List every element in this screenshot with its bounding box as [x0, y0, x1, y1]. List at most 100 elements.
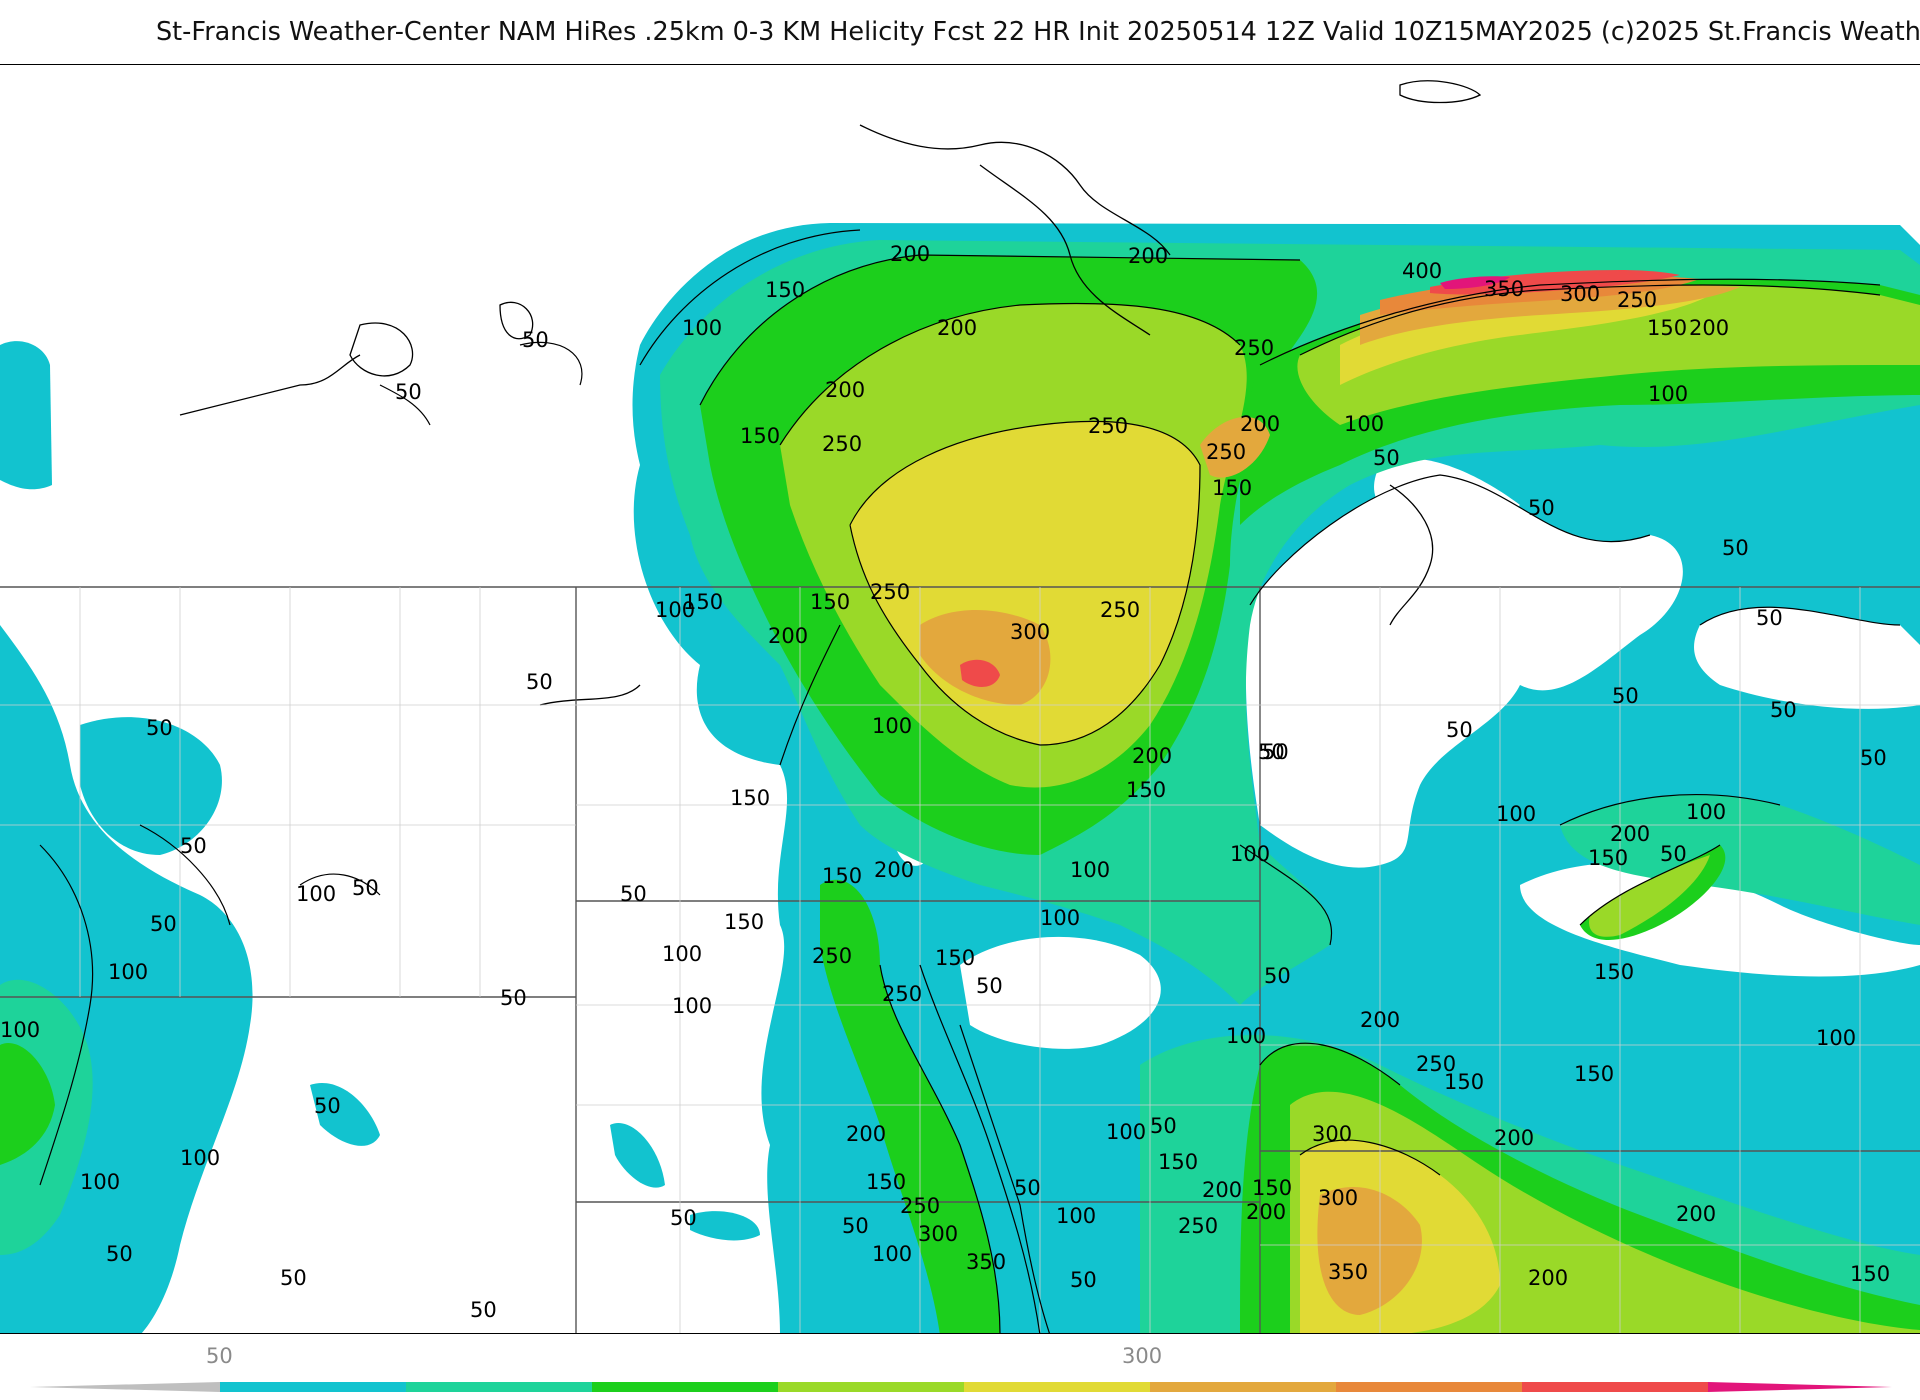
contour-label: 50 [1150, 1114, 1177, 1138]
political-borders [0, 586, 1920, 1333]
contour-label: 100 [1648, 382, 1688, 406]
contour-label: 100 [1226, 1024, 1266, 1048]
contour-label: 200 [890, 242, 930, 266]
contour-label: 100 [662, 942, 702, 966]
contour-label: 200 [1528, 1266, 1568, 1290]
contour-label: 50 [1264, 964, 1291, 988]
contour-label: 100 [1070, 858, 1110, 882]
contour-label: 200 [1676, 1202, 1716, 1226]
contour-label: 200 [1610, 822, 1650, 846]
contour-label: 200 [874, 858, 914, 882]
contour-label: 100 [1040, 906, 1080, 930]
color-legend: 50 300 [0, 1334, 1920, 1400]
contour-label: 250 [870, 580, 910, 604]
coastlines [179, 80, 1482, 706]
contour-label: 150 [810, 590, 850, 614]
clear-hole-east2 [1694, 607, 1920, 709]
contour-label: 50 [500, 986, 527, 1010]
contour-label: 100 [1344, 412, 1384, 436]
contour-label: 250 [1234, 336, 1274, 360]
contour-label: 300 [1318, 1186, 1358, 1210]
helicity-contours [39, 229, 1901, 1333]
contour-label: 200 [846, 1122, 886, 1146]
county-lines [0, 587, 1920, 1333]
contour-label: 100 [1230, 842, 1270, 866]
contour-label: 100 [872, 1242, 912, 1266]
contour-label: 50 [522, 328, 549, 352]
contour-label: 100 [108, 960, 148, 984]
shade-350-ne [1380, 275, 1700, 315]
contour-label: 200 [1128, 244, 1168, 268]
clear-hole-center-south [960, 936, 1161, 1049]
contour-label: 50 [150, 912, 177, 936]
title-bar: St-Francis Weather-Center NAM HiRes .25k… [0, 0, 1920, 64]
contour-label: 150 [730, 786, 770, 810]
helicity-map: 200 200 150 200 100 50 50 200 150 250 25… [0, 64, 1920, 1334]
contour-label: 200 [1202, 1178, 1242, 1202]
shade-400-center [960, 659, 1000, 687]
contour-label: 100 [80, 1170, 120, 1194]
legend-tick-label: 300 [1122, 1344, 1163, 1368]
contour-label: 250 [1416, 1052, 1456, 1076]
contour-label: 50 [1860, 746, 1887, 770]
helicity-shading [0, 223, 1920, 1333]
contour-label: 150 [1850, 1262, 1890, 1286]
contour-label: 100 [1816, 1026, 1856, 1050]
contour-label: 150 [765, 278, 805, 302]
contour-label: 200 [1246, 1200, 1286, 1224]
contour-label: 50 [314, 1094, 341, 1118]
contour-label: 150 [1252, 1176, 1292, 1200]
contour-label: 100 [655, 598, 695, 622]
contour-label: 350 [1328, 1260, 1368, 1284]
contour-label: 50 [1070, 1268, 1097, 1292]
contour-label: 100 [0, 1018, 40, 1042]
contour-label: 300 [1312, 1122, 1352, 1146]
contour-label: 150 [822, 864, 862, 888]
shade-50-west6 [690, 1211, 760, 1241]
contour-label: 300 [918, 1222, 958, 1246]
contour-label: 50 [280, 1266, 307, 1290]
contour-label: 250 [1100, 598, 1140, 622]
contour-label: 50 [1722, 536, 1749, 560]
contour-labels: 200 200 150 200 100 50 50 200 150 250 25… [0, 242, 1890, 1322]
contour-label: 50 [842, 1214, 869, 1238]
contour-label: 100 [872, 714, 912, 738]
contour-label: 50 [1612, 684, 1639, 708]
contour-label: 200 [768, 624, 808, 648]
contour-label: 50 [670, 1206, 697, 1230]
contour-label: 50 [180, 834, 207, 858]
contour-label: 50 [106, 1242, 133, 1266]
shade-300-center [920, 610, 1051, 705]
clear-hole-east [1245, 475, 1683, 868]
contour-label: 50 [526, 670, 553, 694]
shade-300-ne-spot [1200, 416, 1270, 478]
shade-150-west [0, 1043, 55, 1165]
contour-label: 100 [180, 1146, 220, 1170]
contour-label: 150 [866, 1170, 906, 1194]
contour-label: 250 [900, 1194, 940, 1218]
contour-label: 150 [740, 424, 780, 448]
contour-label: 150 [1212, 476, 1252, 500]
contour-label: 150 [1158, 1150, 1198, 1174]
contour-label: 50 [470, 1298, 497, 1322]
contour-label: 250 [882, 982, 922, 1006]
contour-label: 300 [1560, 282, 1600, 306]
contour-label: 50 [352, 876, 379, 900]
shade-50-west2 [80, 717, 222, 855]
contour-label: 100 [672, 994, 712, 1018]
contour-label: 100 [1496, 802, 1536, 826]
contour-label: 200 [825, 378, 865, 402]
shade-50-west3 [0, 341, 52, 490]
contour-label: 200 [1132, 744, 1172, 768]
shade-300-se [1317, 1186, 1422, 1315]
contour-label: 50 [1756, 606, 1783, 630]
shade-50-west5 [610, 1123, 665, 1188]
contour-label: 50 [1528, 496, 1555, 520]
shade-450-ne [1440, 276, 1510, 289]
contour-label: 50 [1770, 698, 1797, 722]
contour-label: 50 [1258, 740, 1285, 764]
contour-label: 150 [935, 946, 975, 970]
shade-200-east [1589, 855, 1710, 937]
map-title: St-Francis Weather-Center NAM HiRes .25k… [156, 17, 1920, 47]
contour-label: 350 [966, 1250, 1006, 1274]
